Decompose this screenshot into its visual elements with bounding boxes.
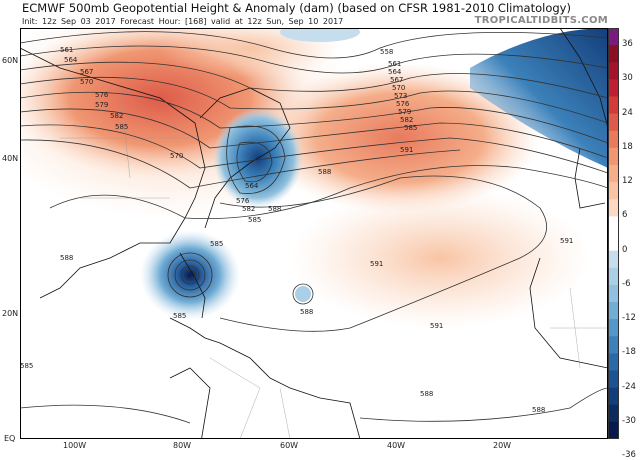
colorbar-label: -30 [622, 415, 636, 426]
contour-label: 591 [400, 146, 413, 154]
colorbar-label: 24 [622, 107, 633, 118]
contour-label: 576 [95, 91, 109, 99]
map-title: ECMWF 500mb Geopotential Height & Anomal… [22, 1, 571, 15]
contour-label: 588 [60, 254, 73, 262]
lon-label-60w: 60W [280, 441, 299, 450]
colorbar-bin [608, 336, 619, 354]
lat-label-60n: 60N [2, 56, 19, 65]
lon-label-20w: 20W [493, 441, 512, 450]
contour-label: 582 [400, 116, 413, 124]
colorbar-label: 6 [622, 210, 628, 221]
contour-label: 588 [532, 406, 545, 414]
contour-label: 564 [64, 56, 78, 64]
lon-label-80w: 80W [173, 441, 192, 450]
valid-time: valid at 12z Sun, Sep 10 2017 [211, 17, 344, 26]
contour-label: 585 [404, 124, 417, 132]
contour-label: 585 [20, 362, 33, 370]
colorbar-bin [608, 353, 619, 371]
contour-label: 579 [398, 108, 411, 116]
colorbar-label: 36 [622, 39, 633, 50]
contour-label: 570 [170, 152, 183, 160]
contour-label: 570 [392, 84, 405, 92]
colorbar-bin [608, 79, 619, 97]
colorbar-bin [608, 302, 619, 320]
contour-label: 582 [242, 205, 255, 213]
colorbar-bin [608, 233, 619, 252]
colorbar-bin [608, 199, 619, 217]
contour-labels: 561 564 567 570 576 579 582 585 558 561 … [20, 46, 573, 414]
contour-label: 585 [115, 123, 128, 131]
contour-label: 585 [210, 240, 223, 248]
contour-label: 567 [80, 68, 93, 76]
colorbar-bin [608, 250, 619, 269]
colorbar-bin [608, 319, 619, 337]
colorbar-bin [608, 130, 619, 149]
colorbar-bin [608, 28, 619, 46]
colorbar-label: 12 [622, 176, 633, 187]
contour-label: 585 [173, 312, 186, 320]
init-time: Init: 12z Sep 03 2017 [22, 17, 116, 26]
lon-label-100w: 100W [63, 441, 87, 450]
contour-label: 564 [388, 68, 402, 76]
contour-label: 591 [560, 237, 573, 245]
forecast-hour: Forecast Hour: [168] [120, 17, 207, 26]
colorbar-bin [608, 421, 619, 439]
colorbar-label: -24 [622, 381, 636, 392]
height-contours [20, 31, 608, 424]
negative-anomaly-fill [140, 28, 608, 320]
colorbar-bin [608, 45, 619, 63]
lon-label-40w: 40W [387, 441, 406, 450]
lat-label-20n: 20N [2, 309, 19, 318]
colorbar-label: 0 [622, 244, 628, 255]
lat-label-40n: 40N [2, 154, 19, 163]
colorbar-label: 18 [622, 141, 633, 152]
contour-label: 591 [370, 260, 383, 268]
contour-label: 576 [236, 197, 250, 205]
contour-label: 582 [110, 112, 123, 120]
colorbar-bin [608, 370, 619, 389]
colorbar-bin [608, 165, 619, 183]
brand-watermark: TROPICALTIDBITS.COM [474, 15, 608, 26]
contour-label: 561 [60, 46, 73, 54]
colorbar-label: -12 [622, 313, 636, 324]
contour-label: 567 [390, 76, 403, 84]
colorbar-bin [608, 62, 619, 80]
colorbar-bin [608, 284, 619, 303]
colorbar-label: -6 [622, 278, 631, 289]
lat-label-eq: EQ [4, 434, 16, 443]
colorbar-bin [608, 404, 619, 423]
contour-label: 588 [300, 308, 313, 316]
colorbar-bin [608, 387, 619, 406]
contour-label: 564 [245, 182, 259, 190]
colorbar [608, 28, 619, 439]
colorbar-bin [608, 113, 619, 132]
contour-label: 585 [248, 216, 261, 224]
contour-label: 573 [394, 92, 407, 100]
colorbar-bin [608, 182, 619, 200]
borders [60, 87, 608, 439]
contour-label: 561 [388, 60, 401, 68]
contour-label: 570 [80, 78, 93, 86]
colorbar-label: 30 [622, 73, 633, 84]
colorbar-label: -18 [622, 347, 636, 358]
contour-label: 558 [380, 48, 393, 56]
colorbar-bin [608, 147, 619, 166]
colorbar-bin [608, 267, 619, 286]
colorbar-bin [608, 96, 619, 115]
anomaly-map: 561 564 567 570 576 579 582 585 558 561 … [20, 28, 608, 439]
contour-label: 588 [420, 390, 433, 398]
contour-label: 588 [318, 168, 331, 176]
contour-label: 576 [396, 100, 410, 108]
contour-label: 588 [268, 205, 281, 213]
contour-label: 579 [95, 101, 108, 109]
contour-label: 591 [430, 322, 443, 330]
colorbar-bin [608, 216, 619, 234]
map-subtitle: Init: 12z Sep 03 2017 Forecast Hour: [16… [22, 17, 343, 26]
